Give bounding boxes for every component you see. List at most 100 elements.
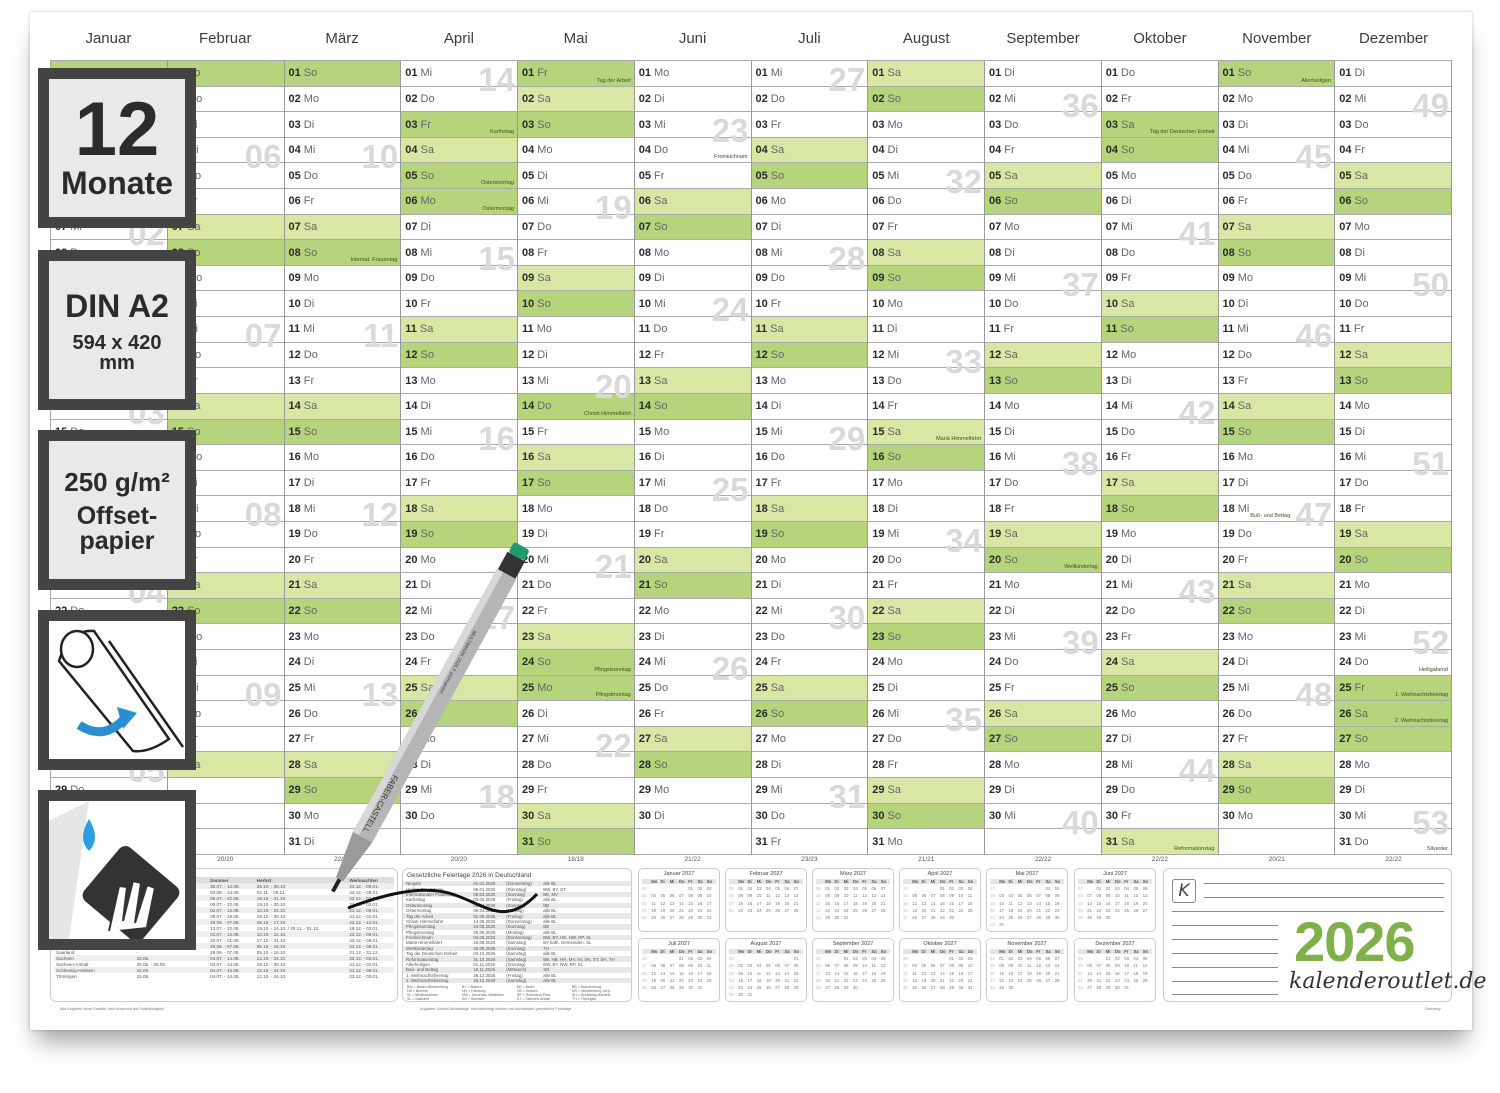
day-cell[interactable]: 17 Do: [985, 471, 1101, 497]
day-cell[interactable]: 30 So: [868, 803, 984, 830]
day-cell[interactable]: 11 Do: [634, 317, 751, 343]
day-cell[interactable]: 18 Mi 47 Buß- und Bettag: [1218, 496, 1335, 531]
day-cell[interactable]: 31 So: [518, 829, 634, 855]
day-cell[interactable]: 07 Mo: [1335, 215, 1451, 241]
day-cell[interactable]: 10 Mo: [868, 291, 984, 318]
day-cell[interactable]: 03 So: [518, 112, 634, 138]
day-cell[interactable]: 21 Mi 43: [1101, 573, 1218, 608]
day-cell[interactable]: 07 Di: [751, 215, 868, 241]
day-cell[interactable]: 02 Do: [751, 87, 868, 113]
day-cell[interactable]: 18 Di: [868, 496, 984, 522]
day-cell[interactable]: 29 Mo: [634, 778, 751, 804]
day-cell[interactable]: 19 Sa: [1335, 521, 1451, 548]
day-cell[interactable]: 21 Mo: [985, 573, 1101, 599]
day-cell[interactable]: [634, 829, 751, 855]
day-cell[interactable]: 18 Do: [634, 496, 751, 522]
day-cell[interactable]: 11 Fr: [985, 317, 1101, 343]
day-cell[interactable]: 21 Di: [401, 573, 517, 599]
day-cell[interactable]: 29 So: [1218, 778, 1335, 804]
day-cell[interactable]: 27 Mi 22: [518, 727, 634, 762]
day-cell[interactable]: 31 Mo: [868, 829, 984, 855]
day-cell[interactable]: 04 Sa: [751, 137, 868, 164]
day-cell[interactable]: 28 Fr: [868, 752, 984, 779]
day-cell[interactable]: 22 Fr: [518, 599, 634, 625]
day-cell[interactable]: 15 Fr: [518, 420, 634, 446]
day-cell[interactable]: 28 So: [634, 752, 751, 779]
day-cell[interactable]: 30 Do: [401, 804, 517, 830]
day-cell[interactable]: 05 Fr: [634, 163, 751, 190]
day-cell[interactable]: 20 So: [1335, 547, 1451, 574]
day-cell[interactable]: 20 Mo: [751, 548, 868, 574]
day-cell[interactable]: 30 Sa: [518, 803, 634, 830]
day-cell[interactable]: 05 Di: [518, 163, 634, 190]
day-cell[interactable]: 09 Do: [751, 266, 868, 292]
day-cell[interactable]: 24 Do: [985, 650, 1101, 676]
day-cell[interactable]: 13 Do: [868, 368, 984, 394]
day-cell[interactable]: 13 So: [1335, 368, 1451, 394]
day-cell[interactable]: 22 Mi 30: [751, 599, 868, 634]
day-cell[interactable]: 05 Sa: [985, 163, 1101, 190]
day-cell[interactable]: 07 Di: [401, 215, 517, 241]
day-cell[interactable]: 26 So: [401, 701, 517, 727]
day-cell[interactable]: 28 Di: [401, 752, 517, 779]
day-cell[interactable]: [401, 829, 517, 855]
day-cell[interactable]: 13 Mo: [401, 368, 517, 394]
day-cell[interactable]: 29 Fr: [518, 778, 634, 804]
day-cell[interactable]: 23 Mi 39: [985, 624, 1101, 659]
day-cell[interactable]: 13 Mi 20: [518, 368, 634, 403]
day-cell[interactable]: 01 Di: [985, 61, 1101, 87]
day-cell[interactable]: 10 Do: [985, 291, 1101, 318]
day-cell[interactable]: 19 Di: [518, 522, 634, 548]
day-cell[interactable]: 14 So: [634, 393, 751, 420]
day-cell[interactable]: 05 So: [751, 163, 868, 190]
day-cell[interactable]: 09 Mi 50: [1335, 266, 1451, 301]
day-cell[interactable]: 02 Mi 49: [1335, 87, 1451, 122]
day-cell[interactable]: 23 Di: [634, 624, 751, 651]
day-cell[interactable]: 22 Mo: [634, 599, 751, 625]
day-cell[interactable]: 19 Sa: [985, 521, 1101, 548]
day-cell[interactable]: 17 Do: [1335, 471, 1451, 497]
day-cell[interactable]: 07 Fr: [868, 215, 984, 241]
day-cell[interactable]: 31 Do Silvester: [1335, 829, 1451, 855]
day-cell[interactable]: 14 Mi 42: [1101, 394, 1218, 429]
day-cell[interactable]: 22 Sa: [868, 598, 984, 625]
day-cell[interactable]: 25 Do: [634, 676, 751, 702]
day-cell[interactable]: 10 Fr: [751, 291, 868, 318]
day-cell[interactable]: 06 Di: [1101, 189, 1218, 215]
day-cell[interactable]: 29 Mi 31: [751, 778, 868, 813]
day-cell[interactable]: 05 Sa: [1335, 163, 1451, 190]
day-cell[interactable]: 04 Do Fronleichnam: [634, 138, 751, 164]
day-cell[interactable]: 22 Di: [1335, 599, 1451, 625]
day-cell[interactable]: 07 Mo: [985, 215, 1101, 241]
day-cell[interactable]: 01 Do: [1101, 61, 1218, 87]
day-cell[interactable]: 11 Mi 46: [1218, 317, 1335, 352]
day-cell[interactable]: 11 Sa: [401, 317, 517, 343]
day-cell[interactable]: 17 Mo: [868, 471, 984, 497]
day-cell[interactable]: 20 Mo: [401, 548, 517, 574]
day-cell[interactable]: 09 Sa: [518, 265, 634, 292]
day-cell[interactable]: 11 Mi 11: [284, 317, 401, 352]
day-cell[interactable]: 26 Di: [518, 701, 634, 727]
